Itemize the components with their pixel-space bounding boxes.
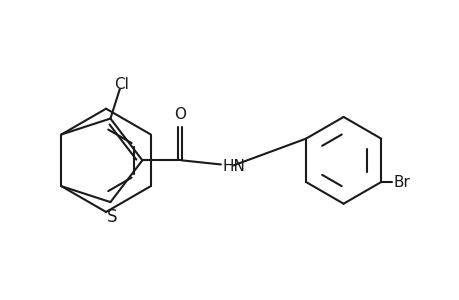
Text: HN: HN bbox=[223, 159, 245, 174]
Text: Br: Br bbox=[393, 175, 409, 190]
Text: O: O bbox=[174, 107, 186, 122]
Text: S: S bbox=[107, 208, 118, 226]
Text: Cl: Cl bbox=[114, 76, 129, 92]
